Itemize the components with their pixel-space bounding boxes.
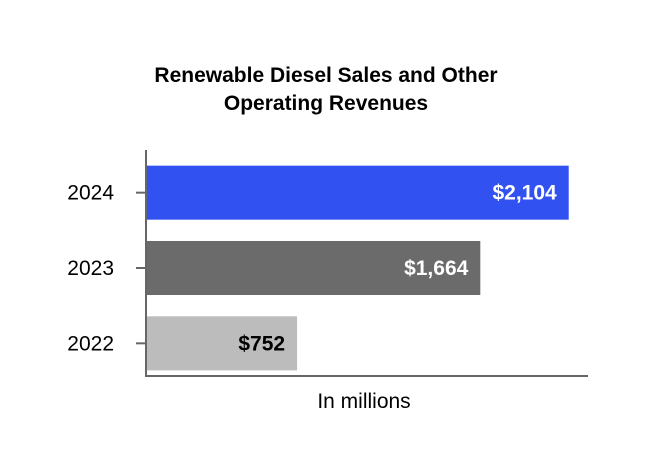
x-axis-label: In millions bbox=[317, 390, 410, 413]
bar-2024 bbox=[146, 165, 569, 220]
chart-title-line-2: Operating Revenues bbox=[224, 92, 428, 115]
bar-2022 bbox=[146, 316, 298, 371]
y-tick-label-2022: 2022 bbox=[67, 332, 114, 355]
data-label-2024: $2,104 bbox=[492, 182, 557, 205]
bar-2023 bbox=[146, 241, 481, 295]
chart-title-line-1: Renewable Diesel Sales and Other bbox=[154, 64, 497, 87]
y-tick-label-2023: 2023 bbox=[67, 257, 114, 280]
bar-group: $2,104 2024 $1,664 2023 $752 2022 bbox=[67, 165, 569, 371]
data-label-2022: $752 bbox=[238, 332, 285, 355]
data-label-2023: $1,664 bbox=[404, 257, 469, 280]
y-tick-label-2024: 2024 bbox=[67, 182, 114, 205]
